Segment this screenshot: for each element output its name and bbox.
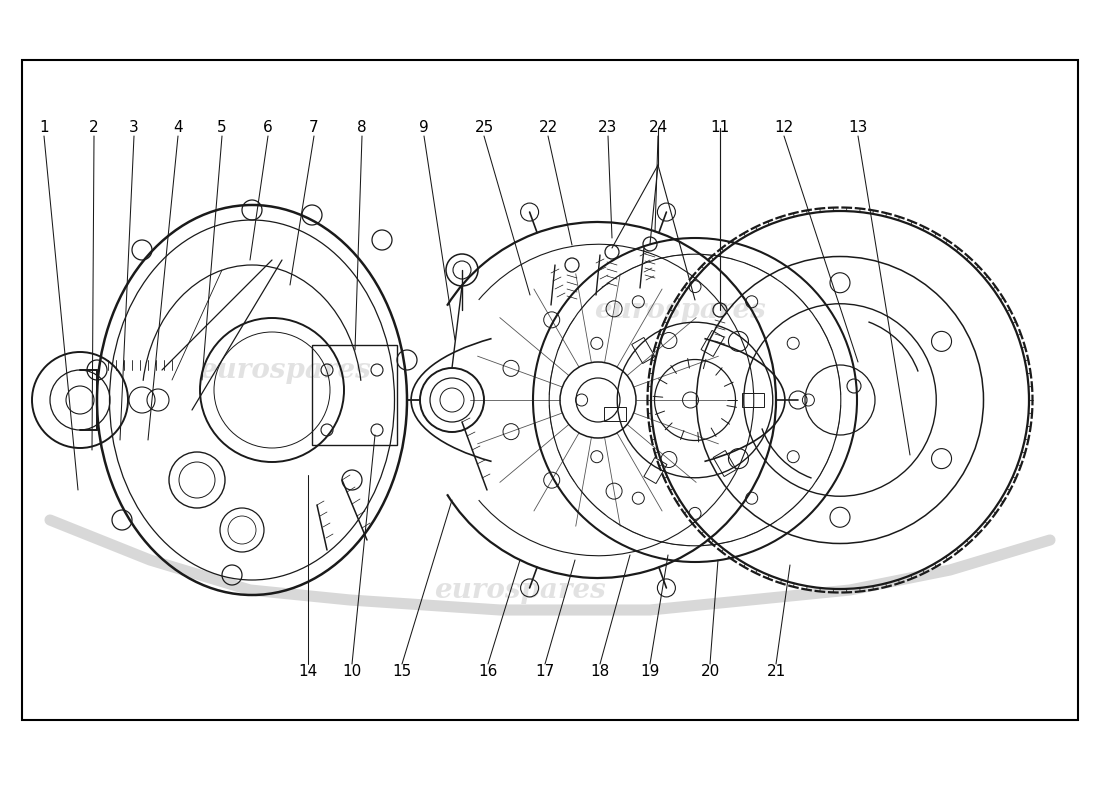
Bar — [713, 450, 736, 477]
Text: 3: 3 — [129, 121, 139, 135]
Bar — [742, 393, 764, 407]
Text: 4: 4 — [173, 121, 183, 135]
Text: 15: 15 — [393, 665, 411, 679]
Text: 2: 2 — [89, 121, 99, 135]
Text: 20: 20 — [701, 665, 719, 679]
Text: eurospares: eurospares — [434, 577, 606, 603]
Text: 8: 8 — [358, 121, 366, 135]
Bar — [631, 338, 654, 363]
Text: 11: 11 — [711, 121, 729, 135]
Text: 17: 17 — [536, 665, 554, 679]
Bar — [312, 345, 397, 445]
Text: 13: 13 — [848, 121, 868, 135]
Text: eurospares: eurospares — [199, 357, 371, 383]
Text: 18: 18 — [591, 665, 609, 679]
Text: 22: 22 — [538, 121, 558, 135]
Text: 9: 9 — [419, 121, 429, 135]
Text: 24: 24 — [648, 121, 668, 135]
Bar — [22, 60, 1078, 720]
Bar — [701, 330, 724, 357]
Text: 16: 16 — [478, 665, 497, 679]
Text: 25: 25 — [474, 121, 494, 135]
Text: 6: 6 — [263, 121, 273, 135]
Text: 14: 14 — [298, 665, 318, 679]
Text: 21: 21 — [767, 665, 785, 679]
Bar — [644, 458, 667, 483]
Text: 10: 10 — [342, 665, 362, 679]
Text: eurospares: eurospares — [594, 297, 766, 323]
Text: 23: 23 — [598, 121, 618, 135]
Text: 12: 12 — [774, 121, 793, 135]
Text: 7: 7 — [309, 121, 319, 135]
Text: 5: 5 — [217, 121, 227, 135]
Bar — [604, 407, 626, 421]
Text: 1: 1 — [40, 121, 48, 135]
Text: 19: 19 — [640, 665, 660, 679]
